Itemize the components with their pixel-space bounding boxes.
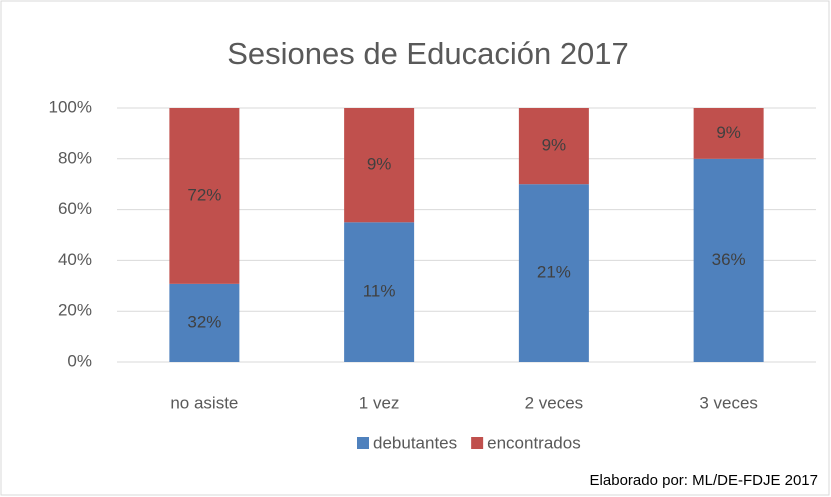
legend-swatch	[471, 437, 484, 449]
y-tick-label: 60%	[58, 199, 92, 218]
x-tick-label: 1 vez	[359, 393, 400, 412]
x-tick-label: no asiste	[170, 393, 238, 412]
data-label: 36%	[712, 250, 746, 269]
data-label: 72%	[187, 185, 221, 204]
bar-segment	[518, 108, 589, 185]
bar-segment	[518, 184, 589, 362]
bar-segment	[693, 108, 764, 159]
legend-label: debutantes	[373, 433, 457, 452]
y-tick-label: 20%	[58, 301, 92, 320]
y-tick-label: 80%	[58, 148, 92, 167]
data-label: 9%	[367, 155, 392, 174]
y-tick-label: 40%	[58, 250, 92, 269]
data-label: 21%	[537, 263, 571, 282]
y-tick-label: 0%	[67, 351, 92, 370]
x-tick-label: 3 veces	[699, 393, 758, 412]
bar-segment	[169, 283, 240, 362]
data-label: 32%	[187, 312, 221, 331]
data-label: 9%	[716, 123, 741, 142]
legend-swatch	[357, 437, 369, 449]
data-label: 11%	[363, 282, 396, 301]
y-tick-label: 100%	[49, 97, 92, 116]
bar-segment	[344, 108, 415, 223]
bar-segment	[344, 222, 415, 362]
x-tick-label: 2 veces	[525, 393, 584, 412]
legend-label: encontrados	[487, 433, 581, 452]
bar-segment	[169, 108, 240, 284]
annotation: Elaborado por: ML/DE-FDJE 2017	[590, 472, 818, 489]
bar-segment	[693, 158, 764, 362]
chart-title: Sesiones de Educación 2017	[227, 36, 629, 71]
data-label: 9%	[542, 136, 567, 155]
